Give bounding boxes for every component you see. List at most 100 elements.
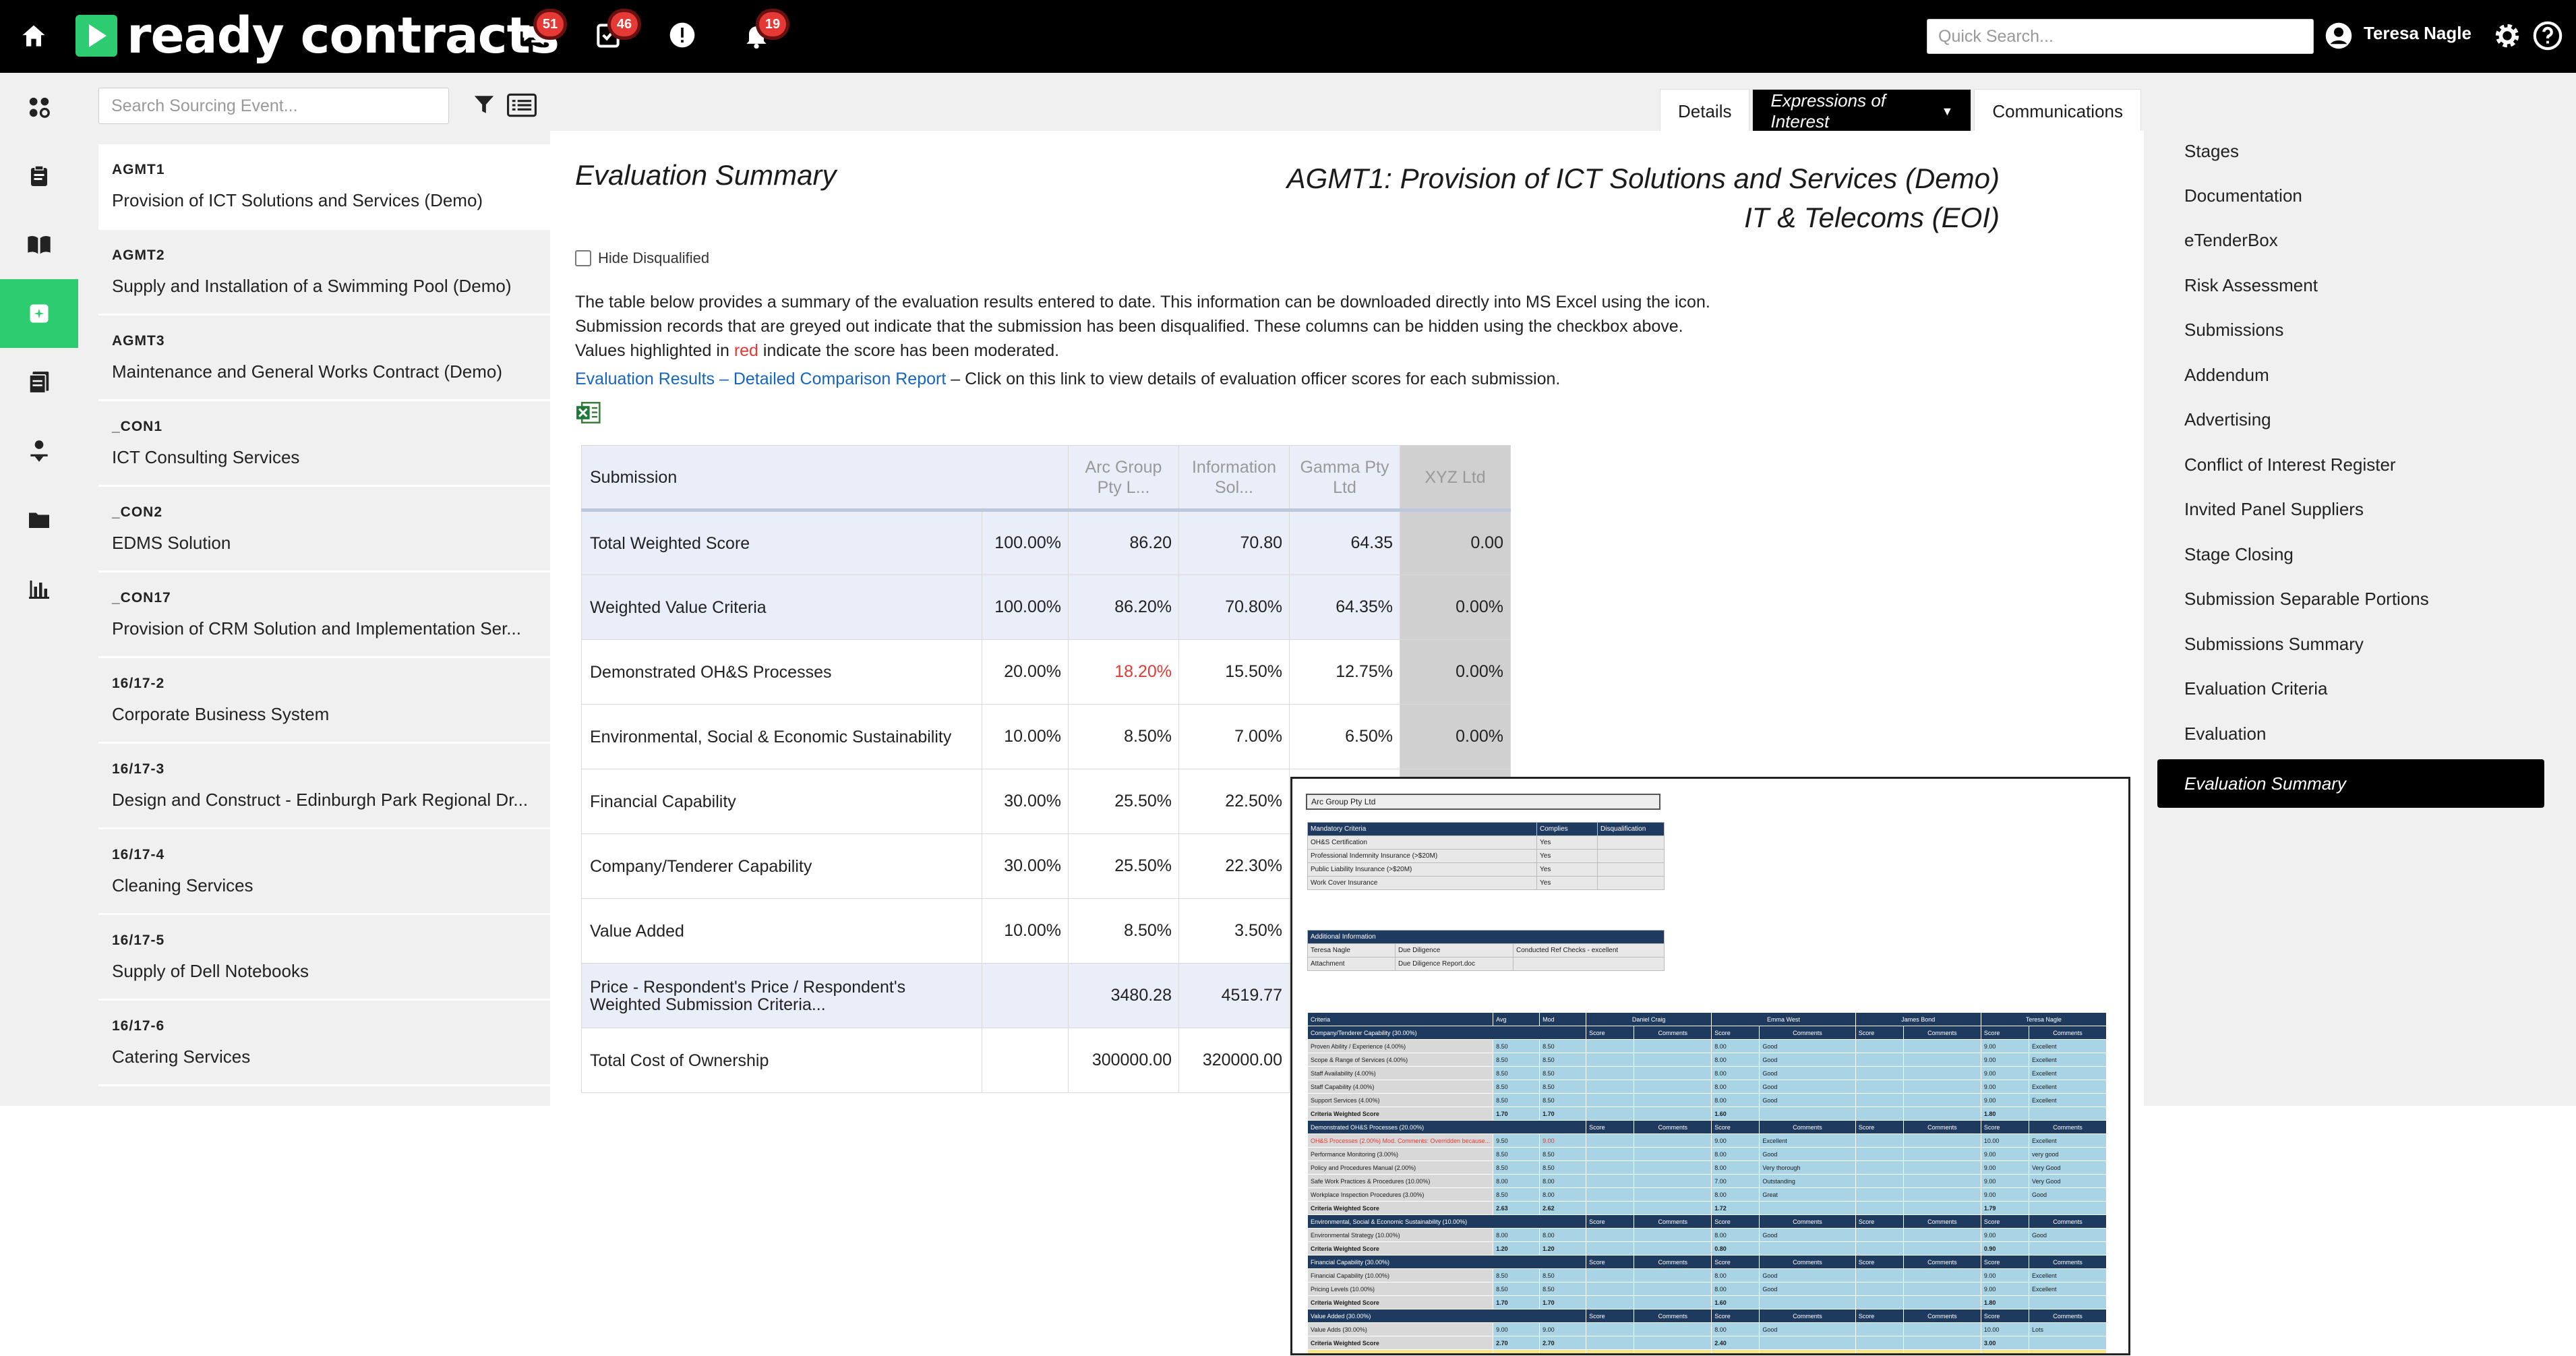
nav-suppliers[interactable]	[0, 417, 78, 485]
search-sourcing-event-input[interactable]: Search Sourcing Event...	[98, 88, 449, 124]
officer-score	[1586, 1093, 1635, 1107]
officer-score: 8.00	[1711, 1066, 1760, 1080]
event-item-agmt2[interactable]: AGMT2 Supply and Installation of a Swimm…	[98, 230, 550, 316]
nav-contracts[interactable]	[0, 348, 78, 417]
stage-conflict-of-interest[interactable]: Conflict of Interest Register	[2184, 454, 2396, 475]
sourcing-icon	[30, 304, 49, 323]
event-item-16-17-5[interactable]: 16/17-5 Supply of Dell Notebooks	[98, 915, 550, 1001]
officer-score	[1586, 1187, 1635, 1202]
table-row: Public Liability Insurance (>$20M) Yes	[1307, 862, 1665, 877]
officer-comment: Good	[2028, 1187, 2107, 1202]
stage-submissions[interactable]: Submissions	[2184, 319, 2284, 340]
warnings-button[interactable]	[667, 20, 700, 53]
nav-sourcing[interactable]	[0, 279, 78, 348]
comments-subheader: Comments	[1759, 1255, 1856, 1269]
section-header-row: Financial Capability (30.00%) Score Commen…	[1307, 1255, 2107, 1269]
officer-comment	[1903, 1039, 1981, 1053]
cell: Teresa Nagle	[1307, 943, 1396, 957]
quick-search-input[interactable]: Quick Search...	[1927, 19, 2314, 54]
nav-documents[interactable]	[0, 485, 78, 554]
weighted-score-row: Criteria Weighted Score 2.63 2.62 1.72 1.79	[1307, 1201, 2107, 1215]
detailed-report-popup[interactable]: Arc Group Pty Ltd Mandatory Criteria Com…	[1290, 777, 2130, 1355]
user-avatar-icon[interactable]	[2325, 22, 2353, 50]
stage-stage-closing[interactable]: Stage Closing	[2184, 543, 2294, 564]
gear-icon[interactable]	[2492, 20, 2523, 51]
event-item-agmt3[interactable]: AGMT3 Maintenance and General Works Cont…	[98, 316, 550, 401]
header-supplier-3[interactable]: Gamma Pty Ltd	[1289, 445, 1400, 510]
nav-reports[interactable]	[0, 554, 78, 623]
officer-score	[1586, 1147, 1635, 1161]
stage-risk-assessment[interactable]: Risk Assessment	[2184, 274, 2318, 295]
mod-score: 2.62	[1539, 1201, 1587, 1215]
event-code: _CON1	[112, 419, 163, 434]
stage-invited-panel-suppliers[interactable]: Invited Panel Suppliers	[2184, 498, 2364, 519]
officer-score: 8.00	[1711, 1053, 1760, 1067]
event-item-16-17-4[interactable]: 16/17-4 Cleaning Services	[98, 829, 550, 915]
event-item-con2[interactable]: _CON2 EDMS Solution	[98, 487, 550, 572]
officer-comment	[1903, 1107, 1981, 1121]
event-heading: AGMT1: Provision of ICT Solutions and Se…	[1287, 159, 2000, 237]
row-label: Environmental, Social & Economic Sustain…	[581, 704, 982, 769]
stage-etenderbox[interactable]: eTenderBox	[2184, 229, 2278, 250]
user-name[interactable]: Teresa Nagle	[2364, 23, 2472, 43]
notifications-button[interactable]: 19	[742, 12, 786, 53]
filter-icon[interactable]	[473, 93, 500, 120]
header-supplier-4[interactable]: XYZ Ltd	[1400, 445, 1511, 510]
event-item-agmt1[interactable]: AGMT1 Provision of ICT Solutions and Ser…	[98, 144, 550, 230]
stage-evaluation[interactable]: Evaluation	[2184, 723, 2267, 744]
tab-expressions-of-interest[interactable]: Expressions of Interest ▼	[1752, 89, 1972, 134]
stage-addendum[interactable]: Addendum	[2184, 364, 2269, 385]
stage-evaluation-criteria[interactable]: Evaluation Criteria	[2184, 678, 2328, 699]
officer-comment: Very Good	[2028, 1174, 2107, 1188]
header-cell: Mandatory Criteria	[1307, 822, 1537, 836]
officer-comment: Lots	[2028, 1322, 2107, 1336]
report-line: Evaluation Results – Detailed Comparison…	[575, 370, 1560, 389]
messages-button[interactable]: 51	[519, 12, 564, 53]
officer-score: 0.80	[1711, 1241, 1760, 1256]
tab-communications[interactable]: Communications	[1974, 89, 2141, 134]
header-supplier-1[interactable]: Arc Group Pty L...	[1068, 445, 1179, 510]
cell	[1597, 876, 1665, 890]
tab-label: Communications	[1992, 100, 2123, 121]
officer-comment: Very thorough	[1759, 1160, 1856, 1175]
stage-documentation[interactable]: Documentation	[2184, 185, 2302, 206]
header-supplier-2[interactable]: Information Sol...	[1178, 445, 1290, 510]
nav-library[interactable]	[0, 210, 78, 279]
officer-score	[1586, 1107, 1635, 1121]
event-item-16-17-6[interactable]: 16/17-6 Catering Services	[98, 1001, 550, 1086]
app-logo[interactable]: ready contracts	[76, 7, 560, 65]
stage-separable-portions[interactable]: Submission Separable Portions	[2184, 588, 2429, 609]
score-subheader: Score	[1711, 1309, 1760, 1323]
event-item-16-17-3[interactable]: 16/17-3 Design and Construct - Edinburgh…	[98, 744, 550, 829]
excel-export-icon[interactable]	[575, 401, 602, 425]
stage-stages[interactable]: Stages	[2184, 140, 2239, 161]
officer-comment	[1634, 1039, 1712, 1053]
tasks-button[interactable]: 46	[593, 12, 638, 53]
row-label: Total Weighted Score	[581, 508, 982, 575]
officer-comment	[1903, 1093, 1981, 1107]
officer-score	[1855, 1107, 1904, 1121]
nav-dashboard[interactable]	[0, 73, 78, 142]
event-item-con1[interactable]: _CON1 ICT Consulting Services	[98, 401, 550, 487]
stage-advertising[interactable]: Advertising	[2184, 409, 2271, 430]
stage-evaluation-summary[interactable]: Evaluation Summary	[2157, 759, 2544, 808]
home-icon[interactable]	[19, 22, 49, 51]
avg-score: 8.50	[1493, 1160, 1540, 1175]
officer-score	[1855, 1228, 1904, 1242]
cell: Due Diligence	[1395, 943, 1514, 957]
help-icon[interactable]	[2532, 20, 2563, 51]
tab-details[interactable]: Details	[1660, 89, 1750, 134]
nav-planning[interactable]	[0, 142, 78, 210]
detailed-comparison-report-link[interactable]: Evaluation Results – Detailed Comparison…	[575, 370, 947, 388]
list-view-icon[interactable]	[507, 93, 539, 120]
hide-disqualified-checkbox[interactable]	[575, 250, 591, 266]
row-score: 0.00	[1400, 508, 1511, 575]
hide-disqualified-toggle[interactable]: Hide Disqualified	[575, 249, 709, 267]
section-header-row: Company/Tenderer Capability (30.00%) Scor…	[1307, 1026, 2107, 1040]
criteria-label: Staff Availability (4.00%)	[1307, 1066, 1494, 1080]
event-item-16-17-2[interactable]: 16/17-2 Corporate Business System	[98, 658, 550, 744]
row-score: 300000.00	[1068, 1028, 1179, 1093]
stage-submissions-summary[interactable]: Submissions Summary	[2184, 633, 2364, 654]
cell: Professional Indemnity Insurance (>$20M)	[1307, 849, 1537, 863]
event-item-con17[interactable]: _CON17 Provision of CRM Solution and Imp…	[98, 572, 550, 658]
